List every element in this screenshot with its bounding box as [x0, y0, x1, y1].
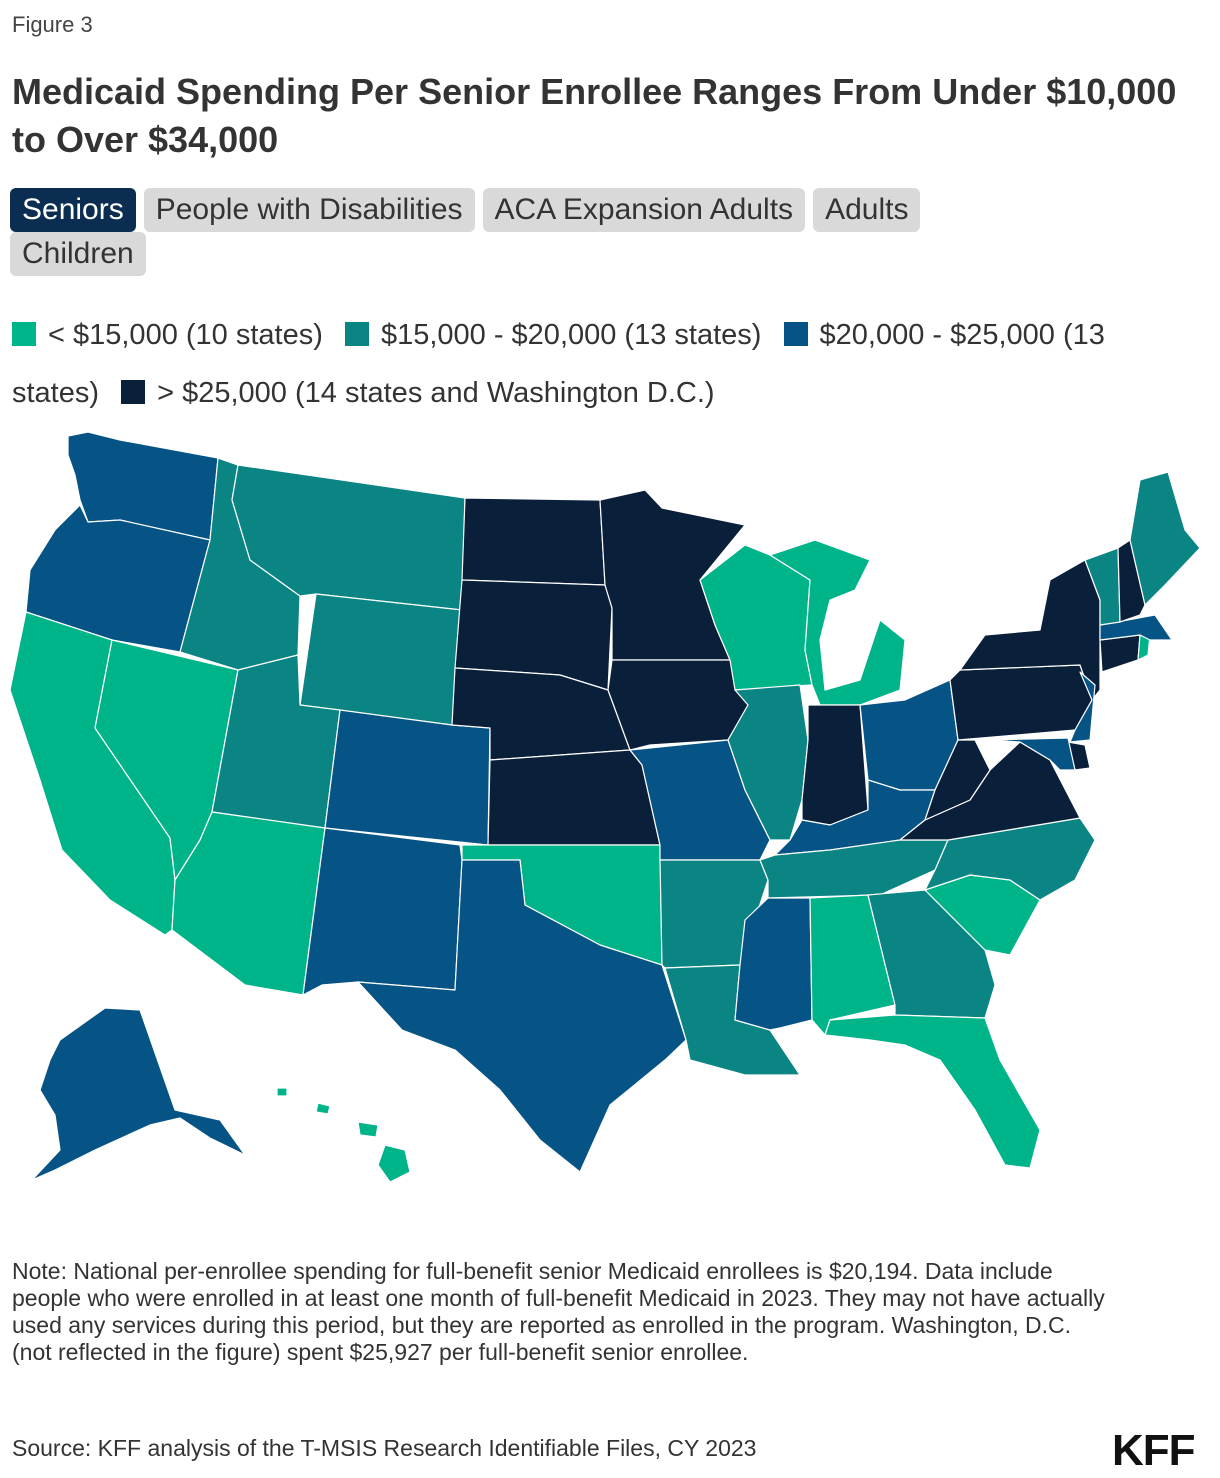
us-map-svg: [9, 431, 1201, 1183]
state-md[interactable]: [989, 737, 1076, 771]
legend-swatch: [783, 322, 808, 346]
legend-label: $15,000 - $20,000 (13 states): [380, 319, 762, 351]
state-tx[interactable]: [357, 859, 687, 1173]
state-ms[interactable]: [734, 897, 813, 1031]
state-il[interactable]: [727, 684, 809, 841]
state-fl[interactable]: [824, 1014, 1041, 1169]
chart-title: Medicaid Spending Per Senior Enrollee Ra…: [12, 71, 1177, 160]
state-hi-maui[interactable]: [357, 1121, 379, 1138]
legend-item-20k-25k: $20,000 - $25,000 (13 states): [12, 319, 1105, 409]
tab-people-with-disabilities[interactable]: People with Disabilities: [143, 188, 475, 232]
state-or[interactable]: [25, 504, 211, 653]
state-nh[interactable]: [1117, 539, 1146, 623]
state-ct[interactable]: [1099, 634, 1141, 673]
note-text: Note: National per-enrollee spending for…: [12, 1258, 1105, 1365]
tab-adults[interactable]: Adults: [813, 188, 921, 232]
state-pa[interactable]: [949, 664, 1093, 741]
figure-label: Figure 3: [12, 12, 93, 37]
tab-seniors[interactable]: Seniors: [10, 188, 136, 232]
legend-label: $20,000 - $25,000 (13 states): [12, 319, 1105, 409]
state-me[interactable]: [1129, 471, 1201, 606]
legend-swatch: [12, 322, 36, 346]
population-tabs: Seniors People with Disabilities ACA Expan…: [10, 188, 1090, 276]
state-hi-oahu[interactable]: [315, 1102, 331, 1115]
state-wy[interactable]: [299, 593, 463, 726]
kff-logo: KFF: [1112, 1426, 1196, 1475]
legend-label: < $15,000 (10 states): [48, 319, 323, 351]
state-nc[interactable]: [924, 817, 1096, 901]
legend-swatch: [121, 380, 146, 404]
state-ia[interactable]: [607, 659, 749, 751]
state-ma[interactable]: [1099, 614, 1173, 641]
state-hi[interactable]: [377, 1144, 411, 1183]
legend-item-15k-20k: $15,000 - $20,000 (13 states): [344, 319, 762, 351]
us-map: [0, 420, 1220, 1220]
tab-children[interactable]: Children: [10, 232, 146, 276]
state-nd[interactable]: [461, 497, 606, 586]
state-tn[interactable]: [759, 839, 949, 899]
legend-label: > $25,000 (14 states and Washington D.C.…: [157, 377, 715, 409]
state-ak[interactable]: [31, 1007, 246, 1181]
map-legend: < $15,000 (10 states) $15,000 - $20,000 …: [12, 306, 1212, 422]
state-vt[interactable]: [1084, 547, 1121, 626]
state-in[interactable]: [801, 704, 869, 826]
source-text: Source: KFF analysis of the T-MSIS Resea…: [12, 1435, 757, 1461]
state-ks[interactable]: [487, 749, 661, 846]
legend-item-under-15k: < $15,000 (10 states): [12, 319, 323, 351]
legend-item-over-25k: > $25,000 (14 states and Washington D.C.…: [121, 377, 715, 409]
state-nm[interactable]: [302, 827, 463, 996]
state-hi-kauai[interactable]: [276, 1087, 288, 1097]
legend-swatch: [344, 322, 369, 346]
state-mi[interactable]: [769, 539, 906, 706]
tab-aca-expansion-adults[interactable]: ACA Expansion Adults: [482, 188, 806, 232]
state-co[interactable]: [324, 709, 491, 846]
